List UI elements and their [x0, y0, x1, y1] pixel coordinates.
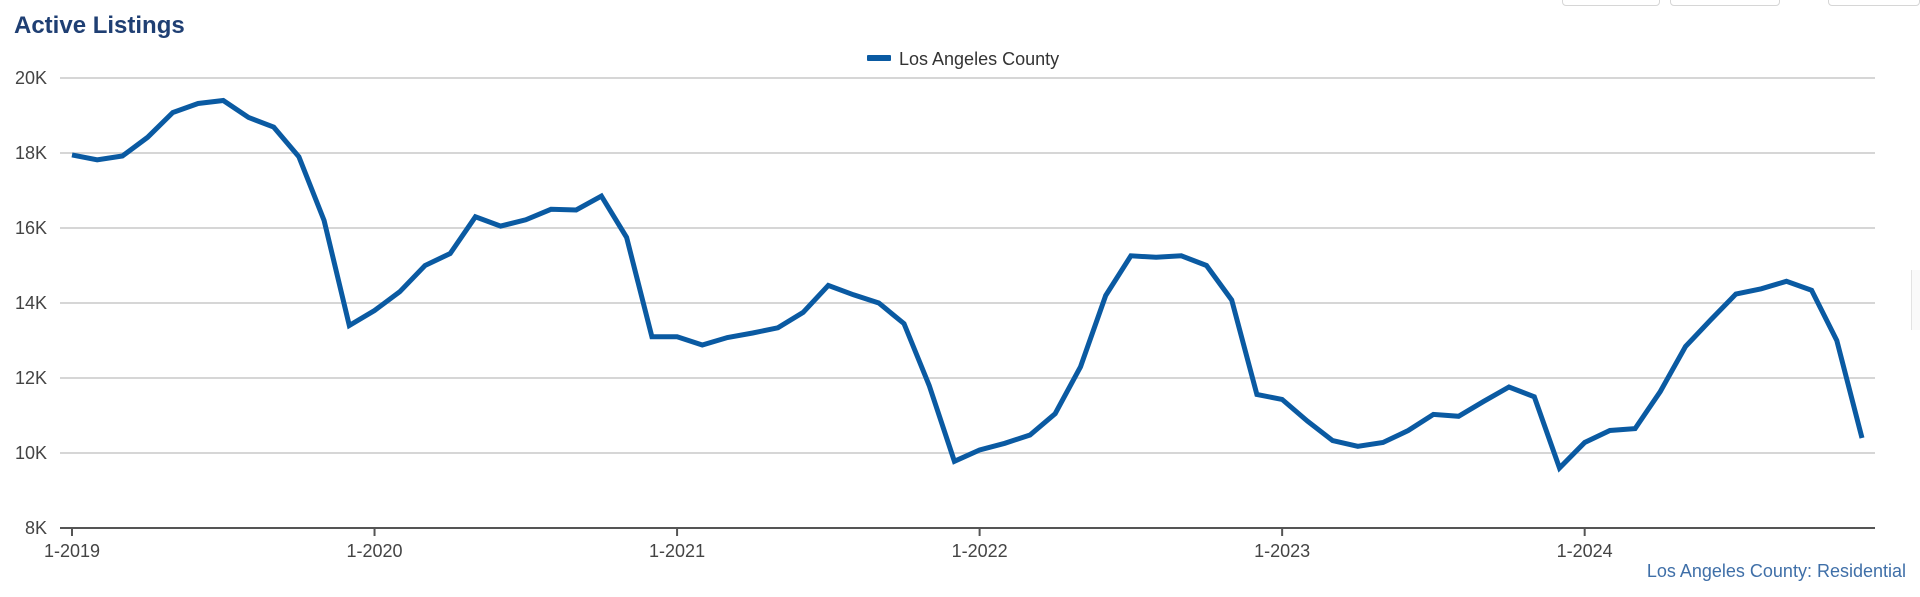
x-tick-label: 1-2022 [952, 541, 1008, 561]
legend-label: Los Angeles County [899, 49, 1059, 69]
y-axis-ticks: 20K 18K 16K 14K 12K 10K 8K [15, 68, 47, 538]
toolbar-button-1[interactable] [1562, 0, 1660, 6]
legend: Los Angeles County [867, 49, 1059, 69]
legend-swatch [867, 55, 891, 61]
x-axis: 1-2019 1-2020 1-2021 1-2022 1-2023 1-2024 [44, 527, 1875, 561]
side-scroll-handle[interactable] [1911, 270, 1920, 330]
x-tick-label: 1-2020 [347, 541, 403, 561]
grid-lines [60, 77, 1875, 454]
x-tick-label: 1-2024 [1557, 541, 1613, 561]
chart-source-footer: Los Angeles County: Residential [1646, 561, 1906, 581]
chart-title: Active Listings [14, 12, 185, 39]
toolbar-button-2[interactable] [1670, 0, 1780, 6]
x-tick-label: 1-2021 [649, 541, 705, 561]
x-tick-label: 1-2023 [1254, 541, 1310, 561]
y-tick-label: 12K [15, 368, 47, 388]
series-line-1[interactable] [71, 97, 1865, 473]
series-layer [71, 97, 1865, 473]
x-tick-label: 1-2019 [44, 541, 100, 561]
y-tick-label: 14K [15, 293, 47, 313]
y-tick-label: 16K [15, 218, 47, 238]
y-tick-label: 8K [25, 518, 47, 538]
y-tick-label: 20K [15, 68, 47, 88]
y-tick-label: 10K [15, 443, 47, 463]
y-tick-label: 18K [15, 143, 47, 163]
